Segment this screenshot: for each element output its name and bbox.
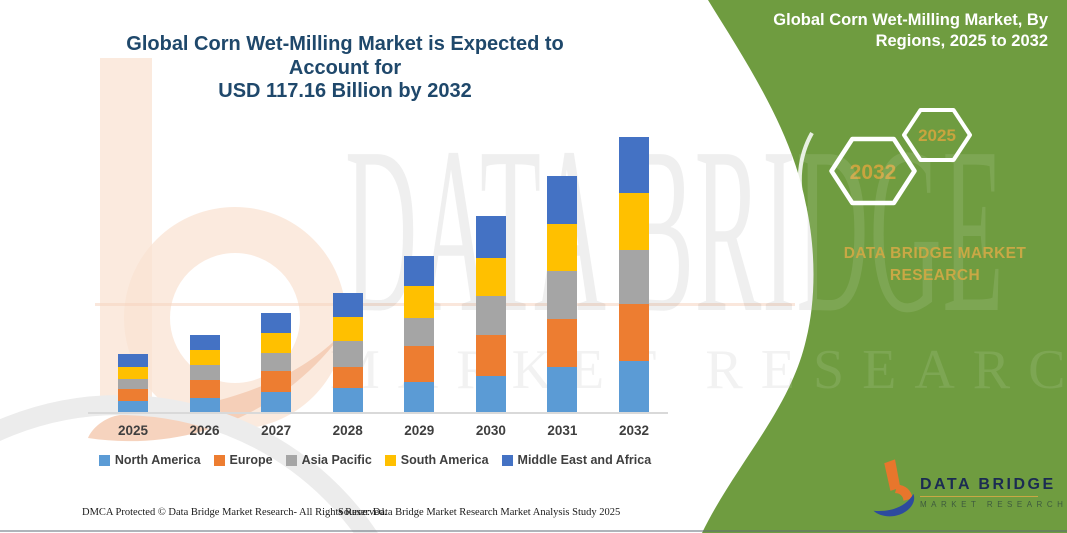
bar-segment-2027-middle-east-and-africa (261, 313, 292, 334)
chart-title-line1: Global Corn Wet-Milling Market is Expect… (126, 33, 564, 79)
bar-segment-2026-europe (189, 380, 220, 398)
x-axis-label-2028: 2028 (332, 423, 363, 438)
bar-segment-2030-north-america (475, 376, 506, 413)
bar-segment-2028-middle-east-and-africa (332, 293, 363, 318)
x-axis-label-2030: 2030 (475, 423, 506, 438)
bar-segment-2032-europe (618, 303, 649, 361)
x-axis-label-2027: 2027 (261, 423, 292, 438)
hexagon-2032-outline (829, 136, 917, 206)
x-axis-line (88, 412, 668, 414)
legend-swatch (501, 454, 513, 466)
stacked-bar-2032 (618, 136, 649, 413)
bar-segment-2032-asia-pacific (618, 250, 649, 304)
chart-title: Global Corn Wet-Milling Market is Expect… (105, 33, 585, 104)
hexagon-2032 (829, 136, 917, 206)
bar-segment-2027-europe (261, 371, 292, 393)
legend-item-europe: Europe (213, 453, 273, 467)
legend-label: South America (400, 453, 489, 467)
bar-segment-2031-south-america (547, 223, 578, 271)
x-axis-label-2029: 2029 (404, 423, 435, 438)
bar-segment-2026-north-america (189, 397, 220, 413)
stacked-bar-2028 (332, 293, 363, 413)
chart-title-line2: USD 117.16 Billion by 2032 (218, 80, 472, 103)
legend-label: Middle East and Africa (517, 453, 652, 467)
x-axis-label-2025: 2025 (117, 423, 149, 438)
bar-segment-2031-north-america (547, 367, 578, 413)
bar-segment-2025-europe (118, 389, 148, 401)
x-axis-label-2032: 2032 (618, 423, 649, 438)
bar-segment-2029-asia-pacific (404, 317, 435, 346)
bar-segment-2029-europe (404, 345, 435, 382)
stacked-bar-2030 (475, 216, 506, 413)
bar-segment-2027-asia-pacific (261, 353, 292, 372)
bar-segment-2025-asia-pacific (118, 379, 148, 389)
bar-segment-2030-europe (475, 335, 506, 377)
bar-segment-2032-south-america (618, 193, 649, 251)
bar-segment-2029-middle-east-and-africa (404, 255, 435, 286)
legend: North America Europe Asia Pacific South Ame… (70, 453, 680, 467)
bar-segment-2028-asia-pacific (332, 341, 363, 368)
legend-item-south-america: South America (384, 453, 489, 467)
bar-segment-2028-north-america (332, 388, 363, 413)
stacked-bar-2031 (547, 175, 578, 413)
bar-segment-2026-asia-pacific (189, 364, 220, 381)
stacked-bar-2026 (189, 334, 220, 413)
bar-segment-2030-asia-pacific (475, 295, 506, 336)
legend-label: Europe (229, 453, 273, 467)
legend-swatch (213, 454, 225, 466)
hexagon-2025-outline (902, 108, 972, 162)
legend-item-middle-east-and-africa: Middle East and Africa (501, 453, 652, 467)
legend-swatch (98, 454, 110, 466)
hexagon-2032-label: 2032 (850, 161, 897, 184)
bar-segment-2031-asia-pacific (547, 270, 578, 320)
bar-segment-2030-middle-east-and-africa (475, 216, 506, 259)
bottom-border-line (0, 530, 1067, 532)
bar-segment-2025-middle-east-and-africa (118, 354, 148, 368)
x-axis-label-2031: 2031 (547, 423, 578, 438)
bar-segment-2032-middle-east-and-africa (618, 136, 649, 194)
bar-segment-2026-middle-east-and-africa (189, 334, 220, 350)
green-panel-shape (702, 0, 1067, 533)
x-axis-label-2026: 2026 (189, 423, 220, 438)
legend-item-north-america: North America (98, 453, 201, 467)
bar-segment-2029-north-america (404, 381, 435, 413)
legend-swatch (384, 454, 396, 466)
bar-segment-2027-north-america (261, 392, 292, 413)
legend-swatch (285, 454, 297, 466)
white-arc-decoration (797, 132, 814, 210)
footer-source: Source: Data Bridge Market Research Mark… (338, 507, 621, 518)
bar-segment-2032-north-america (618, 360, 649, 413)
bar-segment-2027-south-america (261, 333, 292, 354)
stacked-bar-2029 (404, 255, 435, 413)
bar-segment-2028-south-america (332, 317, 363, 342)
bar-segment-2031-europe (547, 319, 578, 368)
bar-segment-2029-south-america (404, 285, 435, 318)
bar-segment-2030-south-america (475, 258, 506, 296)
hexagon-2025-label: 2025 (918, 126, 956, 145)
bar-segment-2025-south-america (118, 367, 148, 380)
bar-segment-2031-middle-east-and-africa (547, 175, 578, 224)
legend-label: Asia Pacific (301, 453, 372, 467)
legend-item-asia-pacific: Asia Pacific (285, 453, 372, 467)
hexagon-2025 (902, 108, 972, 162)
stacked-bar-2027 (261, 313, 292, 413)
bar-segment-2026-south-america (189, 349, 220, 365)
legend-label: North America (114, 453, 201, 467)
bar-segment-2028-europe (332, 367, 363, 389)
stacked-bar-2025 (118, 354, 148, 413)
